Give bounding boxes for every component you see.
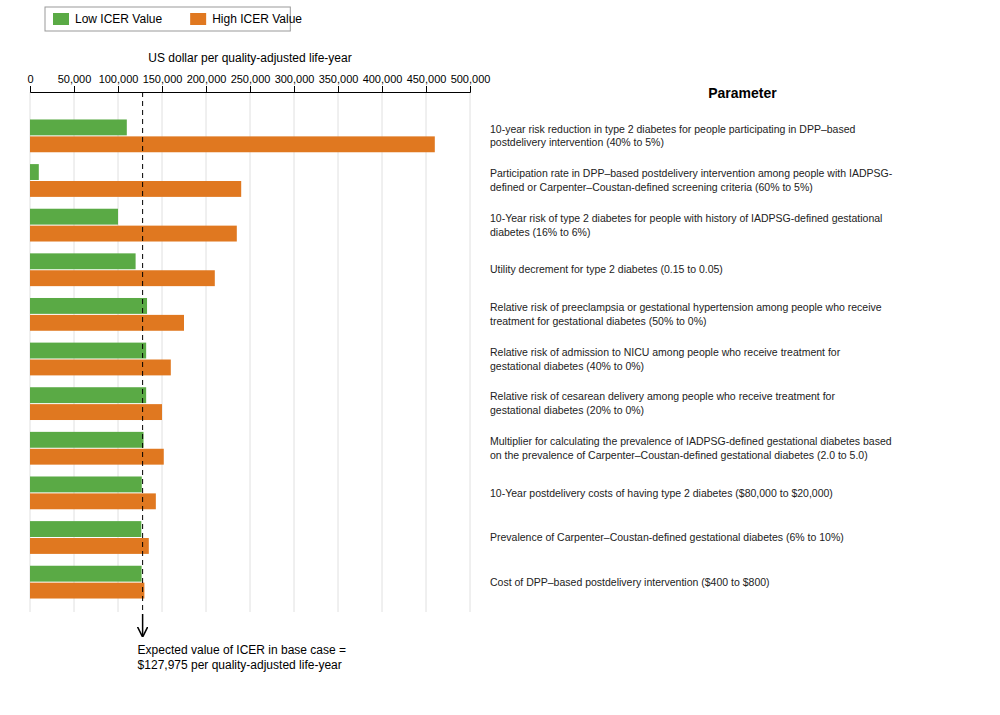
- tick-label: 400,000: [363, 73, 403, 85]
- category-label: Relative risk of cesarean delivery among…: [490, 390, 835, 416]
- bar: [30, 476, 142, 492]
- tick-label: 150,000: [143, 73, 183, 85]
- series: [30, 136, 435, 598]
- bars: [30, 92, 435, 612]
- tick: 0: [27, 73, 33, 92]
- tick: 450,000: [407, 73, 447, 92]
- bar: [30, 343, 146, 359]
- bar: [30, 226, 237, 242]
- bar: [30, 164, 39, 180]
- grid-line: [470, 92, 471, 612]
- tick: 50,000: [58, 73, 92, 92]
- bar: [30, 360, 171, 376]
- tick-label: 200,000: [187, 73, 227, 85]
- tick-mark: [338, 86, 339, 92]
- tick: 350,000: [319, 73, 359, 92]
- bar: [30, 181, 241, 197]
- grid-line: [162, 92, 163, 612]
- bar: [30, 449, 164, 465]
- legend: Low ICER Value High ICER Value: [45, 7, 302, 31]
- legend-label: Low ICER Value: [75, 12, 162, 26]
- category-labels: 10-year risk reduction in type 2 diabete…: [490, 123, 893, 588]
- legend-label: High ICER Value: [212, 12, 302, 26]
- tick-label: 450,000: [407, 73, 447, 85]
- x-axis: 0 50,000 100,000 150,000 200,000 250,000 300,0…: [27, 73, 490, 93]
- legend-item: High ICER Value: [190, 12, 302, 26]
- tick-mark: [118, 86, 119, 92]
- tick: 400,000: [363, 73, 403, 92]
- legend-swatch: [53, 13, 69, 25]
- bar: [30, 209, 118, 225]
- grid-line: [382, 92, 383, 612]
- bar: [30, 270, 215, 286]
- tick-mark: [294, 86, 295, 92]
- tick-label: 500,000: [451, 73, 491, 85]
- tick: 300,000: [275, 73, 315, 92]
- tick-label: 250,000: [231, 73, 271, 85]
- category-label: 10-Year postdelivery costs of having typ…: [490, 487, 833, 499]
- category-label: 10-year risk reduction in type 2 diabete…: [490, 123, 856, 149]
- bar: [30, 315, 184, 331]
- reference-line: [142, 92, 143, 612]
- tick-mark: [470, 86, 471, 92]
- tick-label: 300,000: [275, 73, 315, 85]
- grid-line: [294, 92, 295, 612]
- tick: 500,000: [451, 73, 491, 92]
- bar: [30, 253, 136, 269]
- tick: 150,000: [143, 73, 183, 92]
- axis-line: [31, 86, 471, 93]
- tick: 200,000: [187, 73, 227, 92]
- bar: [30, 521, 141, 537]
- bar: [30, 583, 144, 599]
- tick-label: 100,000: [99, 73, 139, 85]
- bar: [30, 566, 142, 582]
- annotation: Expected value of ICER in base case =$12…: [138, 643, 346, 672]
- category-label: Prevalence of Carpenter–Coustan-defined …: [490, 531, 844, 543]
- tick-mark: [426, 86, 427, 92]
- tick-mark: [382, 86, 383, 92]
- grid-line: [206, 92, 207, 612]
- legend-swatch: [190, 13, 206, 25]
- tick-mark: [162, 86, 163, 92]
- category-label: Cost of DPP–based postdelivery intervent…: [490, 576, 770, 588]
- category-label: 10-Year risk of type 2 diabetes for peop…: [490, 212, 882, 238]
- tick: 100,000: [99, 73, 139, 92]
- tick-mark: [74, 86, 75, 92]
- legend-item: Low ICER Value: [53, 12, 162, 26]
- category-label: Utility decrement for type 2 diabetes (0…: [490, 263, 723, 275]
- category-header: Parameter: [708, 85, 777, 101]
- category-label: Relative risk of preeclampsia or gestati…: [490, 301, 882, 327]
- bar: [30, 298, 147, 314]
- tick: 250,000: [231, 73, 271, 92]
- x-axis-title: US dollar per quality-adjusted life-year: [148, 51, 351, 65]
- tick-label: 350,000: [319, 73, 359, 85]
- category-label: Multiplier for calculating the prevalenc…: [490, 435, 892, 461]
- tick-mark: [250, 86, 251, 92]
- chart: Expected value of ICER in base case =$12…: [0, 0, 1000, 715]
- category-label: Relative risk of admission to NICU among…: [490, 346, 841, 372]
- annotation-arrow: [142, 614, 144, 636]
- bar: [30, 119, 127, 135]
- bar: [30, 432, 144, 448]
- grid-line: [426, 92, 427, 612]
- tick-label: 50,000: [58, 73, 92, 85]
- grid-line: [338, 92, 339, 612]
- category-label: Participation rate in DPP–based postdeli…: [490, 167, 893, 193]
- tick-label: 0: [27, 73, 33, 85]
- grid-line: [250, 92, 251, 612]
- tick-mark: [30, 86, 31, 92]
- bar: [30, 538, 149, 554]
- grid: [30, 92, 470, 612]
- bar: [30, 493, 156, 509]
- bar: [30, 387, 146, 403]
- bar: [30, 136, 435, 152]
- tick-mark: [206, 86, 207, 92]
